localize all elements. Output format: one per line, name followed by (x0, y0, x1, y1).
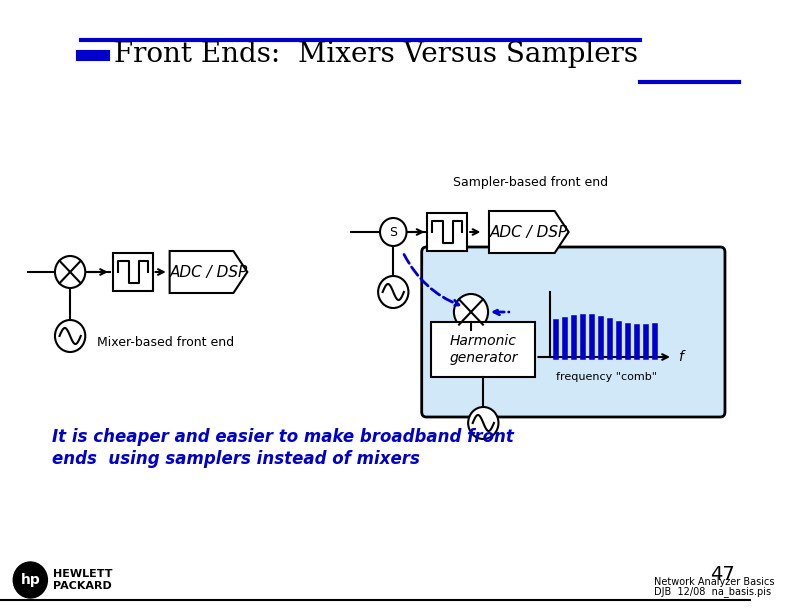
Text: ADC / DSP: ADC / DSP (489, 225, 568, 239)
Text: Sampler-based front end: Sampler-based front end (453, 176, 608, 188)
Text: S: S (390, 225, 398, 239)
Text: HEWLETT: HEWLETT (53, 569, 112, 579)
Circle shape (380, 218, 406, 246)
Circle shape (13, 562, 48, 598)
Polygon shape (169, 251, 247, 293)
Text: 47: 47 (710, 564, 734, 583)
Text: f: f (678, 350, 683, 364)
Text: Harmonic
generator: Harmonic generator (449, 334, 517, 365)
Text: It is cheaper and easier to make broadband front: It is cheaper and easier to make broadba… (52, 428, 514, 446)
Circle shape (468, 407, 498, 439)
Polygon shape (489, 211, 569, 253)
Circle shape (55, 320, 86, 352)
Text: Network Analyzer Basics: Network Analyzer Basics (654, 577, 775, 587)
Text: Front Ends:  Mixers Versus Samplers: Front Ends: Mixers Versus Samplers (114, 40, 638, 67)
Text: ADC / DSP: ADC / DSP (169, 264, 248, 280)
Text: frequency "comb": frequency "comb" (556, 372, 657, 382)
Text: Mixer-based front end: Mixer-based front end (97, 335, 234, 348)
Text: DJB  12/08  na_basis.pis: DJB 12/08 na_basis.pis (654, 586, 771, 597)
Text: hp: hp (21, 573, 40, 587)
Text: ends  using samplers instead of mixers: ends using samplers instead of mixers (52, 450, 420, 468)
Circle shape (454, 294, 488, 330)
Circle shape (378, 276, 409, 308)
Bar (431, 322, 535, 377)
Text: PACKARD: PACKARD (53, 581, 112, 591)
Bar (428, 213, 467, 251)
FancyBboxPatch shape (421, 247, 725, 417)
Bar (112, 253, 153, 291)
Circle shape (55, 256, 86, 288)
